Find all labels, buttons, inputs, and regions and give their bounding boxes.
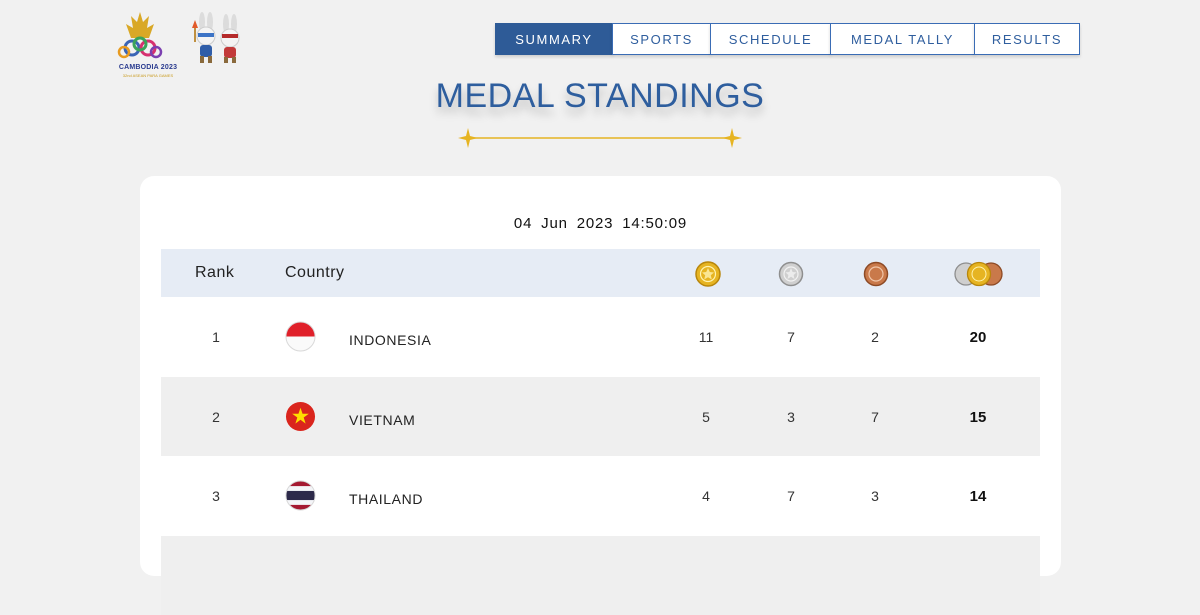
bronze-count: 3 [860, 488, 890, 504]
gold-count: 4 [691, 488, 721, 504]
logo-text: CAMBODIA 2023 [118, 64, 178, 71]
rank-cell: 2 [201, 409, 231, 425]
table-row[interactable]: 3 THAILAND 4 7 3 14 [161, 456, 1040, 536]
nav-results[interactable]: RESULTS [974, 23, 1080, 55]
nav-summary[interactable]: SUMMARY [495, 23, 613, 55]
standings-table: Rank Country [161, 249, 1040, 615]
silver-medal-icon [778, 261, 804, 287]
total-medals-icon [953, 261, 1005, 287]
silver-count: 7 [776, 488, 806, 504]
games-logo[interactable]: CAMBODIA 2023 32nd ASEAN PARA GAMES [116, 8, 256, 80]
bronze-medal-icon [863, 261, 889, 287]
gold-count: 5 [691, 409, 721, 425]
bronze-count: 7 [860, 409, 890, 425]
total-count: 20 [961, 329, 995, 346]
silver-count: 3 [776, 409, 806, 425]
timestamp: 04 Jun 2023 14:50:09 [140, 215, 1061, 232]
country-name[interactable]: VIETNAM [349, 412, 415, 428]
rank-header: Rank [195, 249, 234, 297]
total-count: 14 [961, 488, 995, 505]
indonesia-flag-icon [285, 321, 316, 352]
gold-count: 11 [691, 329, 721, 345]
table-row[interactable]: 1 INDONESIA 11 7 2 20 [161, 297, 1040, 377]
nav-sports[interactable]: SPORTS [612, 23, 711, 55]
page-title: MEDAL STANDINGS [0, 77, 1200, 116]
main-nav: SUMMARY SPORTS SCHEDULE MEDAL TALLY RESU… [496, 23, 1080, 55]
thailand-flag-icon [285, 480, 316, 511]
total-count: 15 [961, 409, 995, 426]
mascot-icon [192, 12, 239, 63]
nav-schedule[interactable]: SCHEDULE [710, 23, 831, 55]
table-row[interactable]: 2 VIETNAM 5 3 7 15 [161, 377, 1040, 457]
standings-card: 04 Jun 2023 14:50:09 Rank Country [140, 176, 1061, 576]
country-name[interactable]: THAILAND [349, 491, 423, 507]
bronze-count: 2 [860, 329, 890, 345]
table-row[interactable] [161, 536, 1040, 615]
silver-count: 7 [776, 329, 806, 345]
vietnam-flag-icon [285, 401, 316, 432]
country-header: Country [285, 249, 345, 297]
title-divider-icon [456, 126, 744, 150]
nav-medal-tally[interactable]: MEDAL TALLY [830, 23, 975, 55]
gold-medal-icon [694, 261, 722, 287]
table-header: Rank Country [161, 249, 1040, 297]
country-name[interactable]: INDONESIA [349, 332, 431, 348]
rank-cell: 1 [201, 329, 231, 345]
rank-cell: 3 [201, 488, 231, 504]
games-emblem-icon [116, 8, 256, 64]
